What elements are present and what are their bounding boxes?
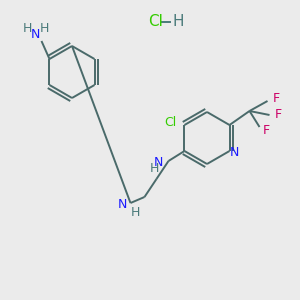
Text: N: N xyxy=(154,155,164,169)
Text: F: F xyxy=(274,109,282,122)
Text: H: H xyxy=(131,206,140,220)
Text: F: F xyxy=(262,124,270,136)
Text: H: H xyxy=(172,14,184,29)
Text: H: H xyxy=(23,22,32,35)
Text: N: N xyxy=(230,146,239,160)
Text: N: N xyxy=(118,197,128,211)
Text: Cl: Cl xyxy=(164,116,177,130)
Text: H: H xyxy=(150,163,159,176)
Text: F: F xyxy=(272,92,280,106)
Text: Cl: Cl xyxy=(148,14,163,29)
Text: N: N xyxy=(31,28,40,41)
Text: H: H xyxy=(40,22,49,35)
